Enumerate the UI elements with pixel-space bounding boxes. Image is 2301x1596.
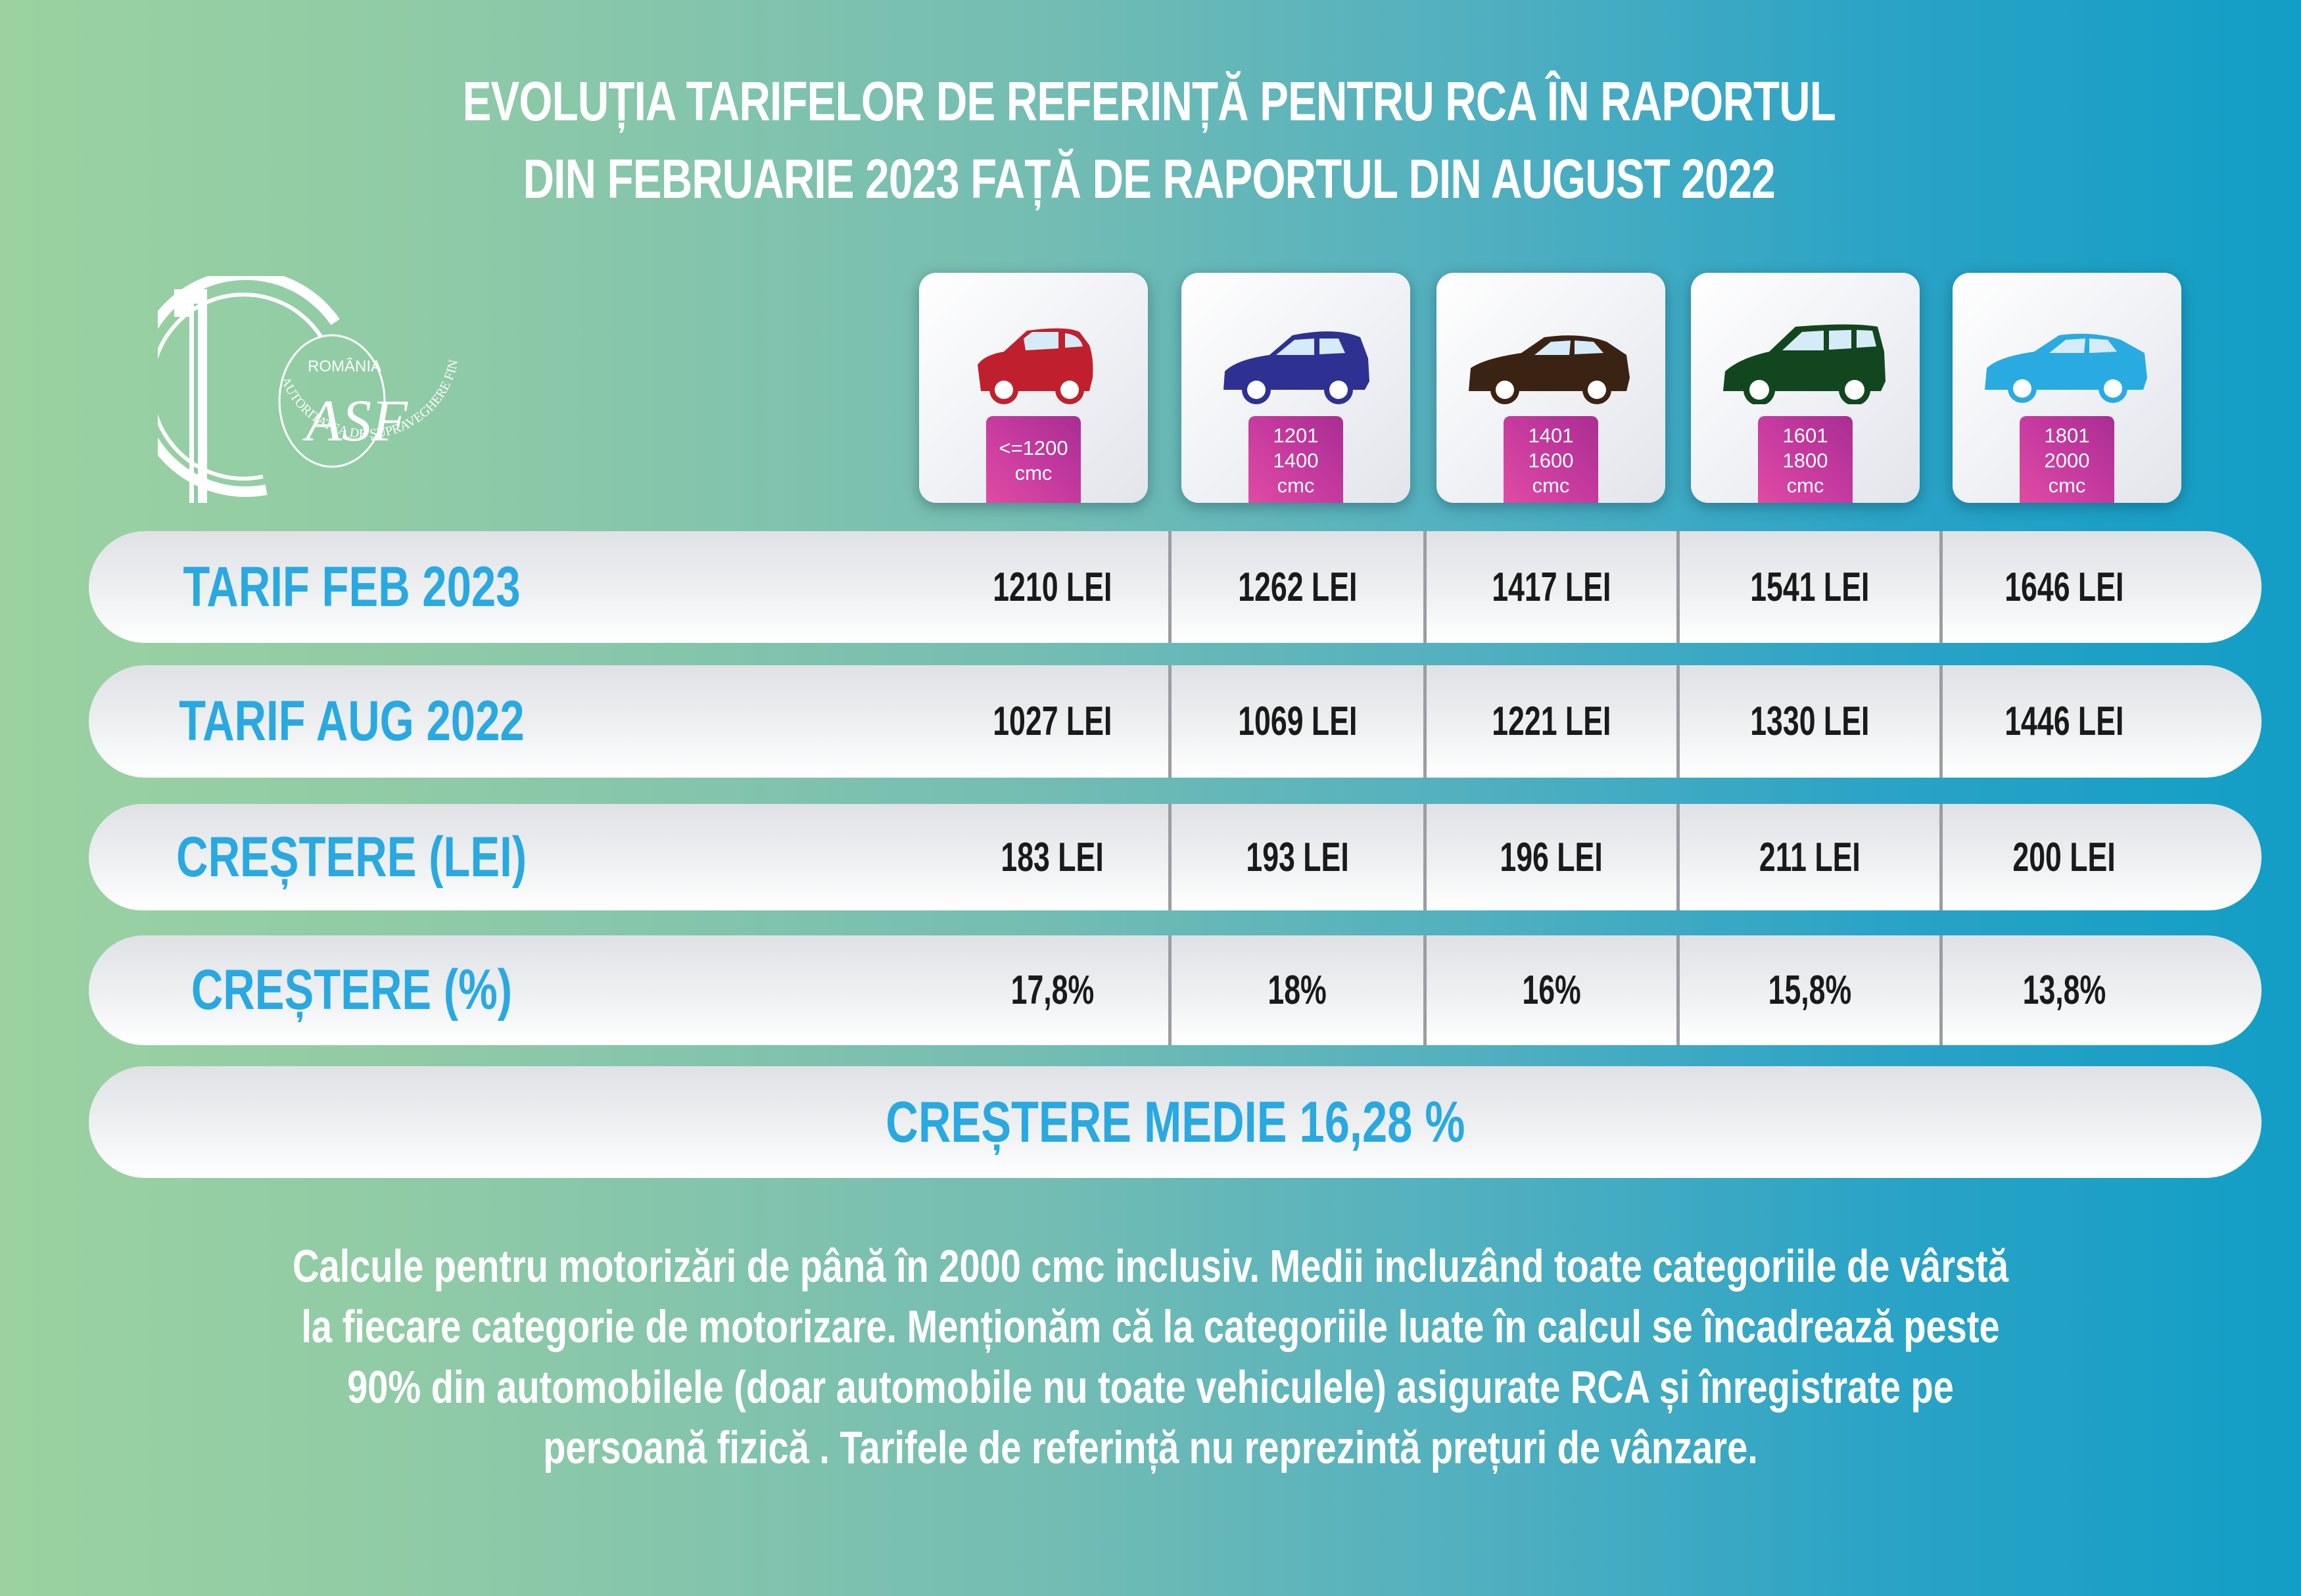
table-row-crestere-lei: CREȘTERE (LEI) 183 LEI 193 LEI 196 LEI 2… [89,804,2262,910]
page-title: EVOLUȚIA TARIFELOR DE REFERINȚĂ PENTRU R… [252,62,2047,218]
table-cell: 193 LEI [1246,834,1349,880]
column-divider [1676,804,1680,910]
title-line-2: DIN FEBRUARIE 2023 FAȚĂ DE RAPORTUL DIN … [523,148,1776,210]
column-divider [1676,531,1680,643]
table-cell: 200 LEI [2012,834,2116,880]
footnote-line: persoană fizică . Tarifele de referință … [543,1422,1758,1473]
footnote-line: la fiecare categorie de motorizare. Menț… [301,1301,2000,1352]
column-divider [1423,804,1427,910]
column-divider [1423,531,1427,643]
table-cell: 18% [1268,968,1327,1013]
table-row-tarif-aug-2022: TARIF AUG 2022 1027 LEI 1069 LEI 1221 LE… [89,665,2262,778]
category-card-1: <=1200 cmc [919,273,1148,503]
table-cell: 1330 LEI [1749,699,1870,744]
footnote: Calcule pentru motorizări de până în 200… [0,1236,2301,1478]
table-cell: 183 LEI [1001,834,1104,880]
category-card-5: 1801 2000 cmc [1953,273,2181,503]
column-divider [1939,531,1943,643]
row-label: TARIF AUG 2022 [179,690,525,753]
column-divider [1423,665,1427,778]
column-divider [1939,804,1943,910]
footnote-line: 90% din automobilele (doar automobile nu… [347,1361,1954,1413]
engine-capacity-badge: 1401 1600 cmc [1504,416,1598,503]
table-cell: 1027 LEI [993,699,1112,744]
column-divider [1939,935,1943,1045]
asf-logo-icon: ROMÂNIA ASF AUTORITATEA DE SUPRAVEGHERE … [131,264,461,503]
table-cell: 196 LEI [1500,834,1603,880]
table-cell: 1417 LEI [1492,564,1611,610]
title-line-1: EVOLUȚIA TARIFELOR DE REFERINȚĂ PENTRU R… [462,70,1836,132]
svg-text:ROMÂNIA: ROMÂNIA [308,358,381,375]
compact-suv-car-icon [1223,331,1369,404]
engine-capacity-badge: <=1200 cmc [986,416,1081,503]
category-card-3: 1401 1600 cmc [1436,273,1665,503]
row-label: CREȘTERE (%) [191,958,513,1021]
average-increase-banner: CREȘTERE MEDIE 16,28 % [89,1066,2262,1178]
table-cell: 17,8% [1010,968,1095,1013]
column-divider [1168,665,1172,778]
minivan-car-icon [1723,324,1886,404]
footnote-line: Calcule pentru motorizări de până în 200… [293,1240,2008,1292]
column-divider [1168,531,1172,643]
table-cell: 15,8% [1768,968,1851,1013]
row-label: TARIF FEB 2023 [183,555,521,619]
table-row-tarif-feb-2023: TARIF FEB 2023 1210 LEI 1262 LEI 1417 LE… [89,531,2262,643]
table-cell: 1646 LEI [2004,564,2124,610]
table-cell: 16% [1522,968,1581,1013]
table-row-crestere-procent: CREȘTERE (%) 17,8% 18% 16% 15,8% 13,8% [89,935,2262,1045]
column-divider [1423,935,1427,1045]
column-divider [1676,665,1680,778]
column-divider [1939,665,1943,778]
category-card-4: 1601 1800 cmc [1691,273,1920,503]
engine-capacity-badge: 1801 2000 cmc [2020,416,2114,503]
engine-capacity-badge: 1201 1400 cmc [1248,416,1343,503]
svg-text:ASF: ASF [302,388,408,454]
table-cell: 1446 LEI [2004,699,2124,744]
table-cell: 1069 LEI [1237,699,1358,744]
sedan-car-icon [1469,335,1630,404]
column-divider [1676,935,1680,1045]
category-card-2: 1201 1400 cmc [1181,273,1410,503]
column-divider [1168,935,1172,1045]
sedan-car-icon [1985,333,2147,403]
row-label: CREȘTERE (LEI) [176,825,527,889]
small-hatchback-car-icon [978,328,1093,404]
table-cell: 13,8% [2022,968,2106,1013]
table-cell: 1221 LEI [1492,699,1611,744]
engine-capacity-badge: 1601 1800 cmc [1758,416,1853,503]
column-divider [1168,804,1172,910]
table-cell: 1210 LEI [993,564,1112,610]
table-cell: 1262 LEI [1237,564,1358,610]
table-cell: 1541 LEI [1749,564,1870,610]
table-cell: 211 LEI [1759,834,1861,880]
asf-10-years-logo: ROMÂNIA ASF AUTORITATEA DE SUPRAVEGHERE … [131,264,500,513]
